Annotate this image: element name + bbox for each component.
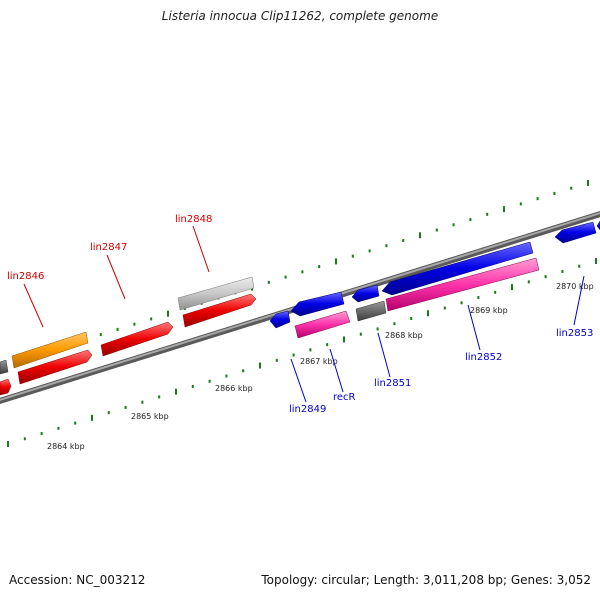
- gene-leader-lines: [23, 225, 585, 403]
- accession-text: Accession: NC_003212: [9, 573, 146, 587]
- scale-label-2866: 2866 kbp: [215, 384, 253, 393]
- gene-arrow-recR[interactable]: [290, 291, 345, 317]
- scale-label-2870: 2870 kbp: [556, 282, 594, 291]
- gene-arrow-gray-left[interactable]: [0, 359, 9, 375]
- gene-arrow-lin2847[interactable]: [100, 321, 174, 357]
- gene-arrow-lin2853[interactable]: [554, 221, 597, 244]
- gene-arrow-lin2846[interactable]: [17, 349, 93, 385]
- gene-label-lin2847[interactable]: lin2847: [90, 242, 127, 253]
- gene-arrow-gray-dark[interactable]: [355, 300, 387, 322]
- gene-label-recR[interactable]: recR: [333, 392, 356, 403]
- gene-arrow-gray-light[interactable]: [177, 276, 255, 311]
- gene-label-lin2852[interactable]: lin2852: [465, 352, 502, 363]
- gene-label-lin2851[interactable]: lin2851: [374, 378, 411, 389]
- gene-labels: lin2846 lin2847 lin2848 lin2849 recR lin…: [7, 214, 593, 415]
- gene-label-lin2848[interactable]: lin2848: [175, 214, 212, 225]
- gene-label-lin2849[interactable]: lin2849: [289, 404, 326, 415]
- scale-labels: 2864 kbp 2865 kbp 2866 kbp 2867 kbp 2868…: [47, 282, 594, 451]
- reverse-strand-genes: [0, 276, 257, 396]
- gene-arrow-edge-right[interactable]: [596, 220, 600, 231]
- topology-text: Topology: circular; Length: 3,011,208 bp…: [261, 573, 591, 587]
- gene-arrow-pink-lin2852[interactable]: [385, 257, 540, 312]
- scale-label-2867: 2867 kbp: [300, 357, 338, 366]
- scale-label-2869: 2869 kbp: [470, 306, 508, 315]
- gene-arrow-partial[interactable]: [0, 378, 12, 396]
- lower-tick-row: [7, 257, 597, 447]
- forward-strand-genes: [269, 220, 600, 339]
- gene-arrow-lin2849[interactable]: [269, 310, 291, 329]
- scale-label-2868: 2868 kbp: [385, 331, 423, 340]
- gene-arrow-orange[interactable]: [11, 331, 89, 369]
- scale-label-2864: 2864 kbp: [47, 442, 85, 451]
- scale-label-2865: 2865 kbp: [131, 412, 169, 421]
- gene-arrow-blue-small[interactable]: [351, 284, 380, 303]
- gene-label-lin2846[interactable]: lin2846: [7, 271, 44, 282]
- map-title: Listeria innocua Clip11262, complete gen…: [161, 9, 439, 23]
- gene-arrow-lin2848[interactable]: [182, 293, 257, 328]
- gene-label-lin2853[interactable]: lin2853: [556, 328, 593, 339]
- gene-arrow-pink-recR[interactable]: [294, 310, 351, 339]
- gene-arrow-lin2852[interactable]: [381, 241, 534, 296]
